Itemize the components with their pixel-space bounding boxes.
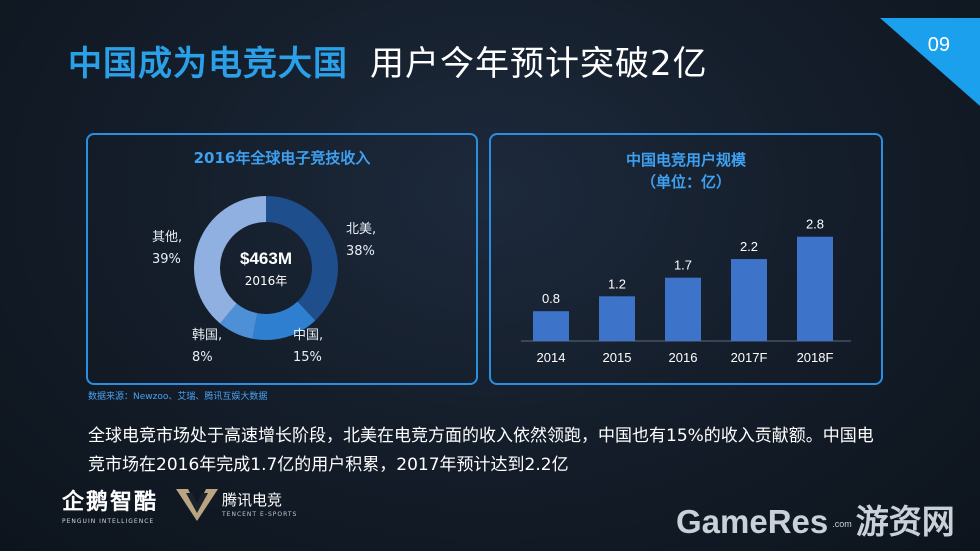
penguin-logo-subtext: PENGUIN INTELLIGENCE	[62, 518, 155, 525]
users-panel: 中国电竞用户规模 （单位：亿） 0.8 2014 1.2 2015 1.7 2016 2.2…	[489, 133, 883, 385]
donut-slice-other	[193, 196, 266, 324]
slice-name: 中国,	[293, 328, 324, 343]
watermark-brand: GameRes	[676, 503, 829, 540]
donut-chart: $463M 2016年	[191, 193, 341, 343]
tencent-esports-emblem-icon	[176, 489, 218, 521]
slice-name: 其他,	[152, 230, 183, 245]
bar-2018F	[797, 236, 833, 341]
bar-value-label: 1.7	[674, 258, 692, 273]
donut-center-value: $463M	[240, 249, 292, 268]
slice-name: 韩国,	[192, 328, 223, 343]
x-tick-label: 2018F	[797, 350, 834, 365]
tencent-logo-subtext: TENCENT E-SPORTS	[222, 511, 298, 518]
slice-pct: 39%	[152, 252, 181, 267]
x-tick-label: 2017F	[731, 350, 768, 365]
slice-label-other: 其他, 39%	[152, 227, 182, 271]
slice-label-north-america: 北美, 38%	[346, 219, 376, 263]
x-tick-label: 2016	[669, 350, 698, 365]
x-tick-label: 2015	[603, 350, 632, 365]
slice-pct: 38%	[346, 244, 375, 259]
slice-pct: 15%	[293, 350, 322, 365]
bar-chart-title: 中国电竞用户规模	[625, 151, 746, 169]
page-title: 中国成为电竞大国 用户今年预计突破2亿	[68, 36, 708, 85]
donut-center-sub: 2016年	[244, 274, 288, 288]
source-note: 数据来源：Newzoo、艾瑞、腾讯互娱大数据	[88, 392, 268, 402]
donut-chart-title: 2016年全球电子竞技收入	[193, 149, 371, 167]
revenue-panel: 2016年全球电子竞技收入 $463M 2016年 北美, 38% 中国, 15…	[86, 133, 478, 385]
donut-slice-korea	[220, 303, 258, 339]
slice-label-china: 中国, 15%	[293, 325, 323, 369]
penguin-logo-text: 企鹅智酷	[62, 490, 159, 515]
slice-label-korea: 韩国, 8%	[192, 325, 222, 369]
x-tick-label: 2014	[537, 350, 566, 365]
tencent-esports-logo: 腾讯电竞 TENCENT E-SPORTS	[176, 487, 296, 527]
bar-2016	[665, 277, 701, 341]
donut-slice-north-america	[266, 196, 338, 321]
gameres-watermark: GameRes .com 游资网	[676, 495, 955, 543]
donut-slice-china	[252, 301, 316, 340]
watermark-com: .com	[832, 519, 852, 530]
bar-chart-unit: （单位：亿）	[640, 173, 731, 191]
bar-value-label: 1.2	[608, 276, 626, 291]
title-highlight: 中国成为电竞大国	[68, 44, 348, 84]
bar-2014	[533, 311, 569, 341]
slice-pct: 8%	[192, 350, 213, 365]
title-rest: 用户今年预计突破2亿	[370, 44, 708, 84]
watermark-cn: 游资网	[855, 502, 955, 541]
penguin-intelligence-logo: 企鹅智酷 PENGUIN INTELLIGENCE	[62, 484, 158, 525]
bar-value-label: 0.8	[542, 291, 560, 306]
bar-chart: 0.8 2014 1.2 2015 1.7 2016 2.2 2017F 2.8 2018F	[521, 217, 851, 365]
tencent-logo-text: 腾讯电竞	[222, 491, 283, 509]
bar-value-label: 2.2	[740, 239, 758, 254]
bar-2017F	[731, 259, 767, 341]
description-text: 全球电竞市场处于高速增长阶段，北美在电竞方面的收入依然领跑，中国也有15%的收入…	[88, 426, 874, 475]
bar-value-label: 2.8	[806, 217, 824, 232]
donut-svg	[193, 196, 338, 340]
page-number: 09	[927, 34, 950, 56]
slice-name: 北美,	[346, 222, 377, 237]
bar-2015	[599, 296, 635, 341]
page-corner-shape	[880, 18, 980, 106]
